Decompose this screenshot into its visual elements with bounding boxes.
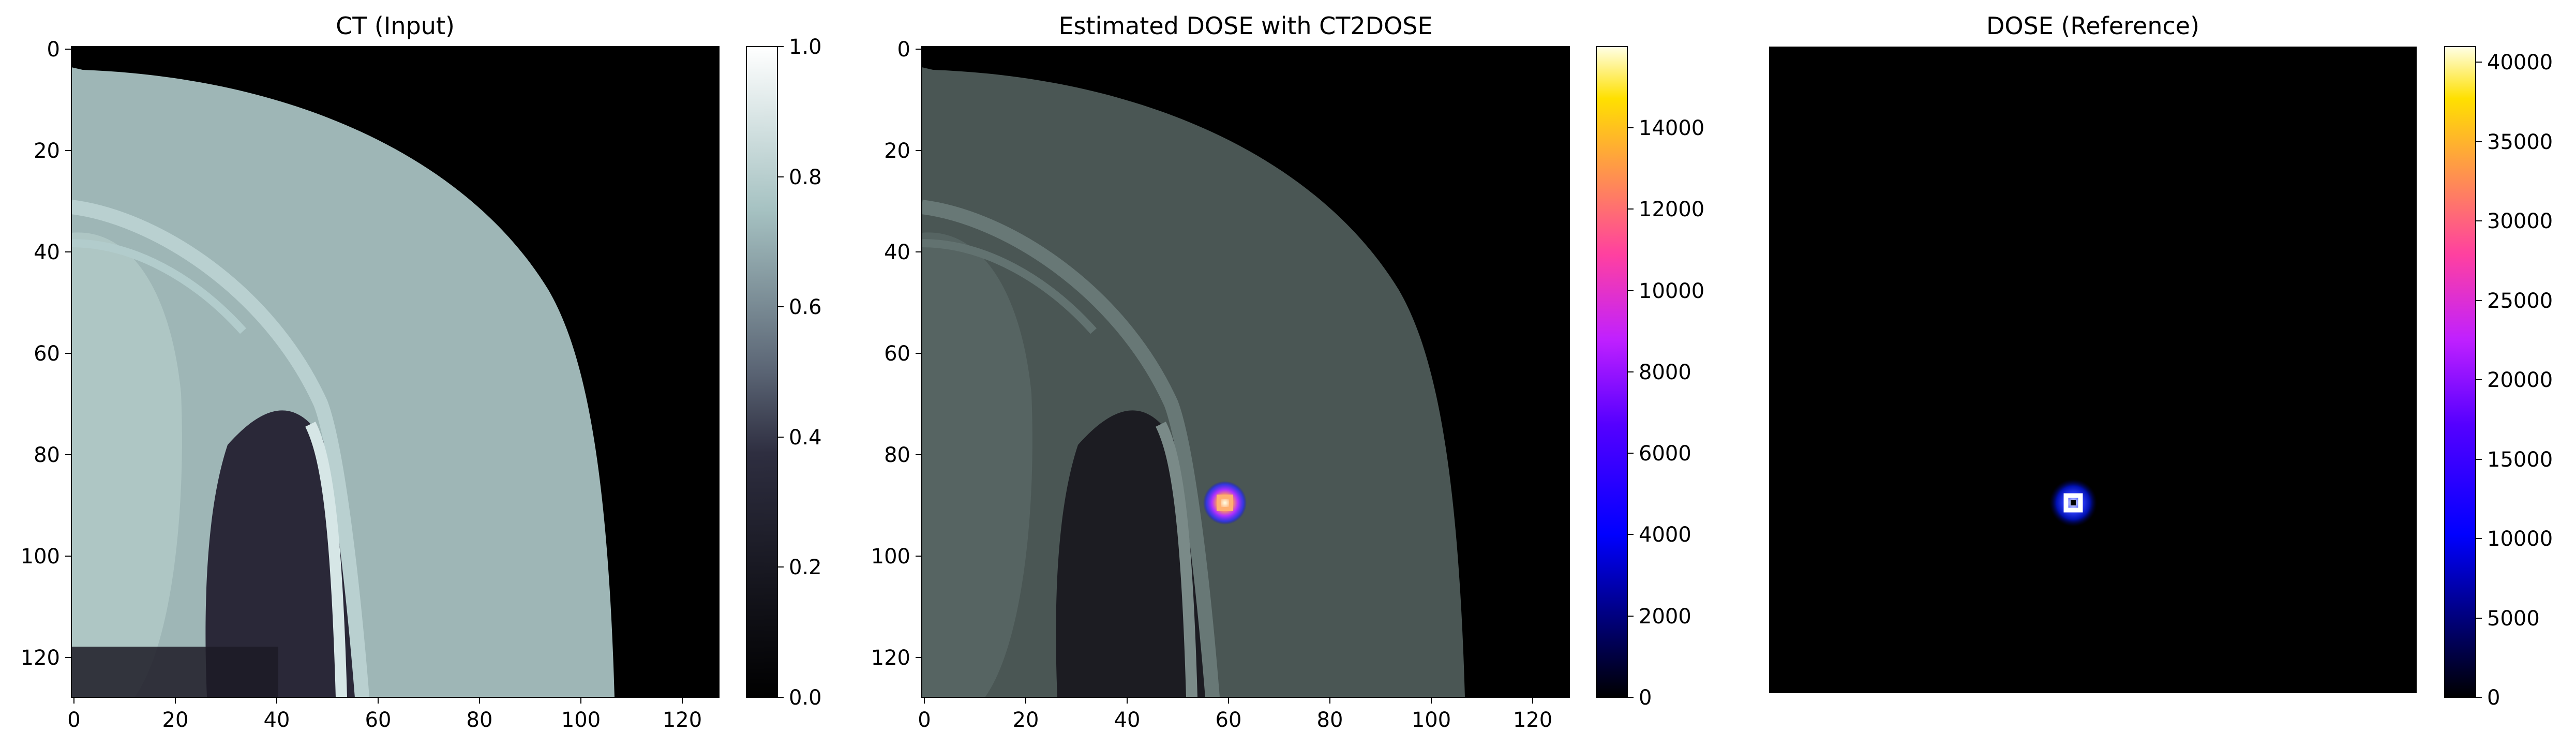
panel-1-ytick: 80 — [34, 443, 60, 467]
panel-3-cbar-tick: 5000 — [2487, 607, 2540, 631]
panel-2-cbar-tick: 14000 — [1639, 116, 1704, 140]
panel-ct-input: CT (Input) — [21, 12, 822, 732]
panel-2-colorbar: 0 2000 4000 6000 8000 10000 12000 14000 — [1596, 46, 1704, 710]
panel-2-xtick: 120 — [1513, 708, 1552, 732]
panel-2-cbar-tick: 6000 — [1639, 442, 1691, 466]
panel-1-ytick: 20 — [34, 139, 60, 163]
panel-1-cbar-tick: 1.0 — [789, 35, 822, 59]
panel-2-ytick: 100 — [871, 545, 910, 569]
panel-1-frame — [71, 46, 720, 698]
panel-2-title: Estimated DOSE with CT2DOSE — [1058, 12, 1432, 40]
panel-3-cbar-tick: 15000 — [2487, 448, 2553, 472]
panel-1-xtick: 120 — [663, 708, 702, 732]
panel-2-xtick: 100 — [1412, 708, 1451, 732]
panel-2-xtick: 60 — [1216, 708, 1242, 732]
panel-1-colorbar: 0.0 0.2 0.4 0.6 0.8 1.0 — [746, 35, 822, 710]
panel-estimated-dose: Estimated DOSE with CT2DOSE — [871, 12, 1705, 732]
panel-1-xtick: 0 — [67, 708, 80, 732]
gnuplot2-colorbar — [2444, 46, 2476, 698]
reference-dose-image — [1769, 47, 2417, 693]
panel-1-cbar-tick: 0.2 — [789, 556, 822, 579]
panel-1-xtick: 20 — [162, 708, 189, 732]
panel-dose-reference: DOSE (Reference) 0 5000 10000 — [1769, 12, 2553, 710]
panel-3-cbar-tick: 35000 — [2487, 130, 2553, 154]
panel-1-title: CT (Input) — [336, 12, 455, 40]
panel-3-cbar-tick: 20000 — [2487, 368, 2553, 392]
panel-3-cbar-tick: 10000 — [2487, 527, 2553, 551]
panel-2-xtick: 20 — [1013, 708, 1039, 732]
panel-1-cbar-tick: 0.8 — [789, 166, 822, 189]
panel-1-cbar-tick: 0.6 — [789, 295, 822, 319]
panel-2-ytick: 120 — [871, 646, 910, 670]
panel-2-cbar-tick: 2000 — [1639, 605, 1691, 629]
panel-1-y-axis: 0 20 40 60 80 100 120 — [21, 38, 71, 670]
panel-1-cbar-tick: 0.0 — [789, 686, 822, 710]
panel-1-ytick: 100 — [21, 545, 60, 569]
panel-1-xtick: 80 — [467, 708, 493, 732]
panel-3-cbar-tick: 30000 — [2487, 210, 2553, 233]
estimated-dose-hotspot — [1203, 481, 1247, 525]
panel-3-title: DOSE (Reference) — [1986, 12, 2199, 40]
estimated-dose-image — [922, 47, 1569, 697]
panel-1-xtick: 100 — [561, 708, 601, 732]
panel-2-ytick: 40 — [884, 241, 910, 264]
panel-3-colorbar: 0 5000 10000 15000 20000 25000 30000 350… — [2444, 46, 2553, 710]
panel-2-y-axis: 0 20 40 60 80 100 120 — [871, 38, 922, 670]
panel-3-cbar-tick: 0 — [2487, 686, 2500, 710]
panel-2-cbar-tick: 0 — [1639, 686, 1652, 710]
panel-2-cbar-tick: 4000 — [1639, 523, 1691, 547]
panel-3-cbar-tick: 25000 — [2487, 289, 2553, 313]
panel-2-x-axis: 0 20 40 60 80 100 120 — [918, 697, 1552, 732]
panel-2-ytick: 0 — [897, 38, 910, 62]
panel-2-xtick: 80 — [1317, 708, 1343, 732]
panel-2-cbar-tick: 10000 — [1639, 279, 1704, 303]
panel-3-cbar-tick: 40000 — [2487, 51, 2553, 74]
panel-1-ytick: 60 — [34, 342, 60, 366]
panel-2-xtick: 40 — [1114, 708, 1141, 732]
panel-2-ytick: 80 — [884, 443, 910, 467]
bone-colorbar — [746, 46, 778, 698]
panel-2-ytick: 60 — [884, 342, 910, 366]
panel-1-x-axis: 0 20 40 60 80 100 120 — [67, 697, 702, 732]
panel-1-xtick: 60 — [365, 708, 392, 732]
ct-image — [71, 47, 719, 697]
panel-2-cbar-tick: 8000 — [1639, 361, 1691, 384]
panel-1-ytick: 40 — [34, 241, 60, 264]
gnuplot2-colorbar — [1596, 46, 1628, 698]
panel-2-cbar-tick: 12000 — [1639, 198, 1704, 221]
panel-1-ytick: 120 — [21, 646, 60, 670]
panel-1-xtick: 40 — [264, 708, 290, 732]
panel-2-frame — [921, 46, 1570, 698]
panel-1-ytick: 0 — [47, 38, 60, 62]
panel-1-cbar-tick: 0.4 — [789, 426, 822, 450]
panel-2-ytick: 20 — [884, 139, 910, 163]
panel-2-xtick: 0 — [918, 708, 931, 732]
